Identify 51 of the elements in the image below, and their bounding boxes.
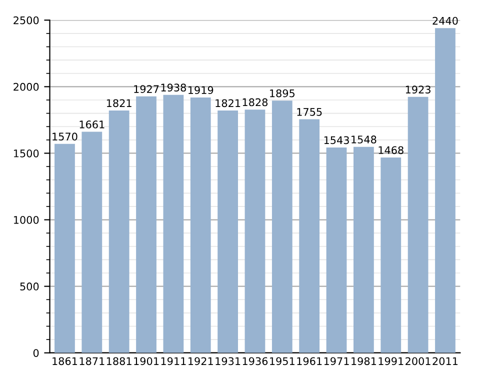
x-tick-label: 1991 <box>378 357 404 366</box>
y-tick-label: 0 <box>33 349 39 357</box>
x-tick-label: 1921 <box>188 357 213 366</box>
bar <box>354 146 374 353</box>
x-tick-label: 1861 <box>52 357 78 366</box>
bar <box>218 110 238 353</box>
x-tick-label: 1931 <box>216 357 240 366</box>
data-label: 1468 <box>378 146 404 154</box>
x-tick-label: 1936 <box>242 357 268 366</box>
y-tick-label: 2500 <box>14 16 39 24</box>
bar <box>108 110 130 353</box>
bar <box>244 110 266 353</box>
bar <box>190 97 211 353</box>
data-label: 1919 <box>188 86 214 94</box>
x-tick-label: 2011 <box>432 357 458 366</box>
data-label: 1927 <box>134 85 159 93</box>
data-label: 1821 <box>106 99 132 108</box>
y-tick-label: 1000 <box>14 216 39 224</box>
x-tick-label: 1961 <box>297 357 322 366</box>
bar <box>272 100 292 353</box>
bar <box>54 144 75 353</box>
data-label: 1570 <box>52 132 78 141</box>
x-tick-label: 2001 <box>406 357 430 366</box>
bar <box>326 148 347 353</box>
data-label: 1821 <box>216 99 240 108</box>
y-tick-label: 2000 <box>14 82 39 91</box>
data-label: 1938 <box>161 84 186 92</box>
bar <box>380 157 402 353</box>
bar <box>163 94 184 353</box>
data-label: 1828 <box>242 98 268 106</box>
x-tick-label: 1971 <box>324 357 349 366</box>
x-tick-label: 1951 <box>270 357 294 366</box>
data-label: 1543 <box>324 136 349 144</box>
x-tick-label: 1911 <box>161 357 186 366</box>
data-label: 1661 <box>80 120 104 128</box>
data-label: 1923 <box>406 86 430 94</box>
bar <box>136 96 156 353</box>
data-label: 1895 <box>270 89 295 98</box>
data-label: 2440 <box>432 16 458 25</box>
data-label: 1548 <box>352 136 376 144</box>
x-tick-label: 1981 <box>352 357 376 366</box>
x-tick-label: 1901 <box>134 357 159 366</box>
y-tick-label: 500 <box>20 282 39 290</box>
bar <box>82 132 102 353</box>
bar <box>408 96 428 353</box>
bar <box>299 119 320 353</box>
y-tick-label: 1500 <box>14 149 39 158</box>
data-label: 1755 <box>297 108 322 116</box>
x-tick-label: 1871 <box>80 357 104 366</box>
bar <box>435 28 456 353</box>
x-tick-label: 1881 <box>106 357 132 366</box>
